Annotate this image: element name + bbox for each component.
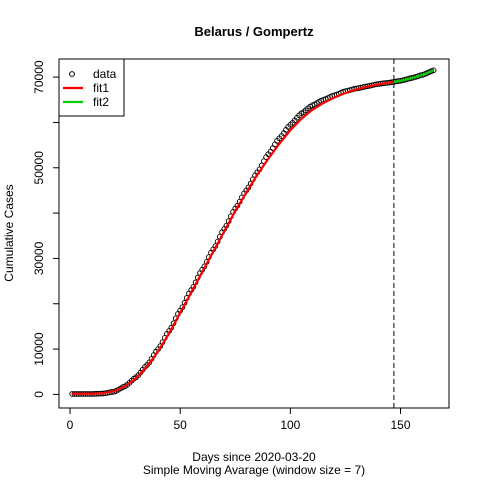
x-axis: 0 50 100 150 bbox=[67, 408, 411, 432]
chart-title: Belarus / Gompertz bbox=[194, 24, 314, 39]
legend-label: fit1 bbox=[93, 81, 109, 95]
x-axis-subtitle: Simple Moving Avarage (window size = 7) bbox=[143, 463, 365, 477]
y-tick-label: 50000 bbox=[32, 151, 46, 185]
plot-area bbox=[58, 58, 450, 409]
y-axis: 0 10000 30000 50000 70000 bbox=[32, 60, 59, 398]
fit-lines bbox=[72, 69, 434, 395]
fit1-line bbox=[72, 80, 395, 395]
data-series bbox=[69, 67, 437, 397]
y-tick-label: 0 bbox=[32, 391, 46, 398]
legend-label: data bbox=[93, 67, 117, 81]
y-tick-label: 10000 bbox=[32, 332, 46, 366]
legend-label: fit2 bbox=[93, 95, 109, 109]
y-tick-label: 30000 bbox=[32, 241, 46, 275]
y-tick-label: 70000 bbox=[32, 60, 46, 94]
x-tick-label: 150 bbox=[391, 418, 411, 432]
x-tick-label: 0 bbox=[67, 418, 74, 432]
fit2-line bbox=[393, 69, 434, 84]
x-tick-label: 100 bbox=[280, 418, 300, 432]
x-axis-title: Days since 2020-03-20 bbox=[192, 450, 316, 464]
legend-marker bbox=[69, 71, 75, 77]
y-axis-title: Cumulative Cases bbox=[2, 184, 16, 281]
x-tick-label: 50 bbox=[174, 418, 188, 432]
